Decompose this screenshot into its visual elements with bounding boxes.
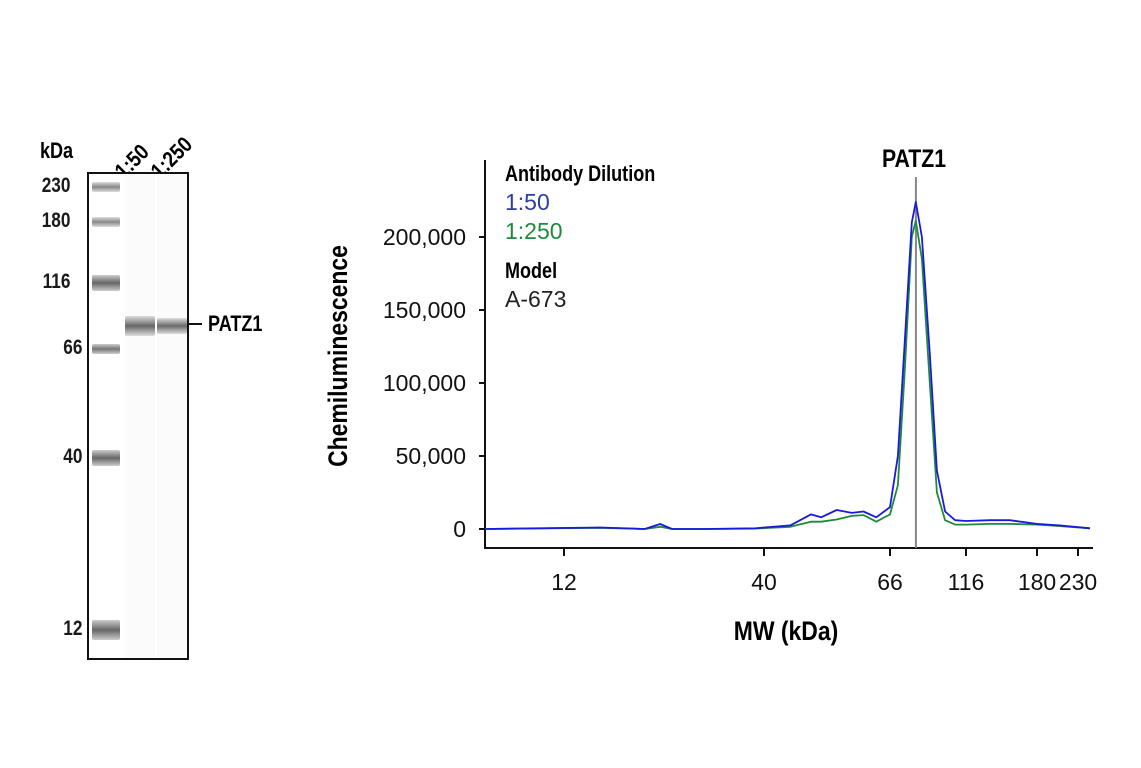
series-line-1-50 (484, 201, 1091, 530)
x-tick-label: 116 (948, 569, 985, 595)
series-line-1-250 (484, 220, 1091, 530)
target-pointer-line (188, 323, 202, 325)
legend-heading: Antibody Dilution (505, 162, 655, 186)
patz1-band-lane-2 (157, 318, 187, 334)
y-tick-label: 0 (453, 516, 466, 542)
x-tick-label: 66 (877, 569, 903, 595)
ladder-band-12 (92, 620, 120, 640)
chart-title: PATZ1 (882, 144, 946, 172)
marker-label-116: 116 (42, 270, 71, 293)
ladder-band-66 (92, 344, 120, 354)
marker-label-180: 180 (41, 209, 71, 232)
y-tick-label: 150,000 (383, 297, 466, 323)
x-tick-label: 180 (1018, 569, 1056, 595)
x-tick-label: 230 (1059, 569, 1097, 595)
x-tick-label: 12 (551, 569, 577, 595)
y-tick-label: 50,000 (396, 443, 466, 469)
ladder-band-116 (92, 275, 120, 291)
lane-1 (125, 174, 155, 658)
blot-target-label: PATZ1 (208, 311, 263, 336)
legend-model-value: A-673 (505, 286, 566, 312)
marker-label-66: 66 (63, 336, 83, 359)
x-tick-label: 40 (751, 569, 777, 595)
patz1-band-lane-1 (125, 316, 155, 336)
marker-label-230: 230 (41, 174, 71, 197)
x-axis-label: MW (kDa) (734, 616, 838, 646)
y-tick-label: 200,000 (383, 224, 466, 250)
y-tick-label: 100,000 (383, 370, 466, 396)
blot-image (87, 172, 189, 660)
ladder-band-40 (92, 450, 120, 466)
marker-label-12: 12 (63, 617, 83, 640)
lane-2 (157, 174, 187, 658)
y-axis-label: Chemiluminescence (323, 245, 353, 467)
ladder-band-230 (92, 182, 120, 192)
legend-model-heading: Model (505, 259, 557, 283)
ladder-band-180 (92, 217, 120, 227)
marker-label-40: 40 (63, 445, 83, 468)
blot-unit-label: kDa (40, 138, 74, 163)
legend-series-1: 1:50 (505, 189, 550, 215)
legend-series-2: 1:250 (505, 218, 563, 244)
